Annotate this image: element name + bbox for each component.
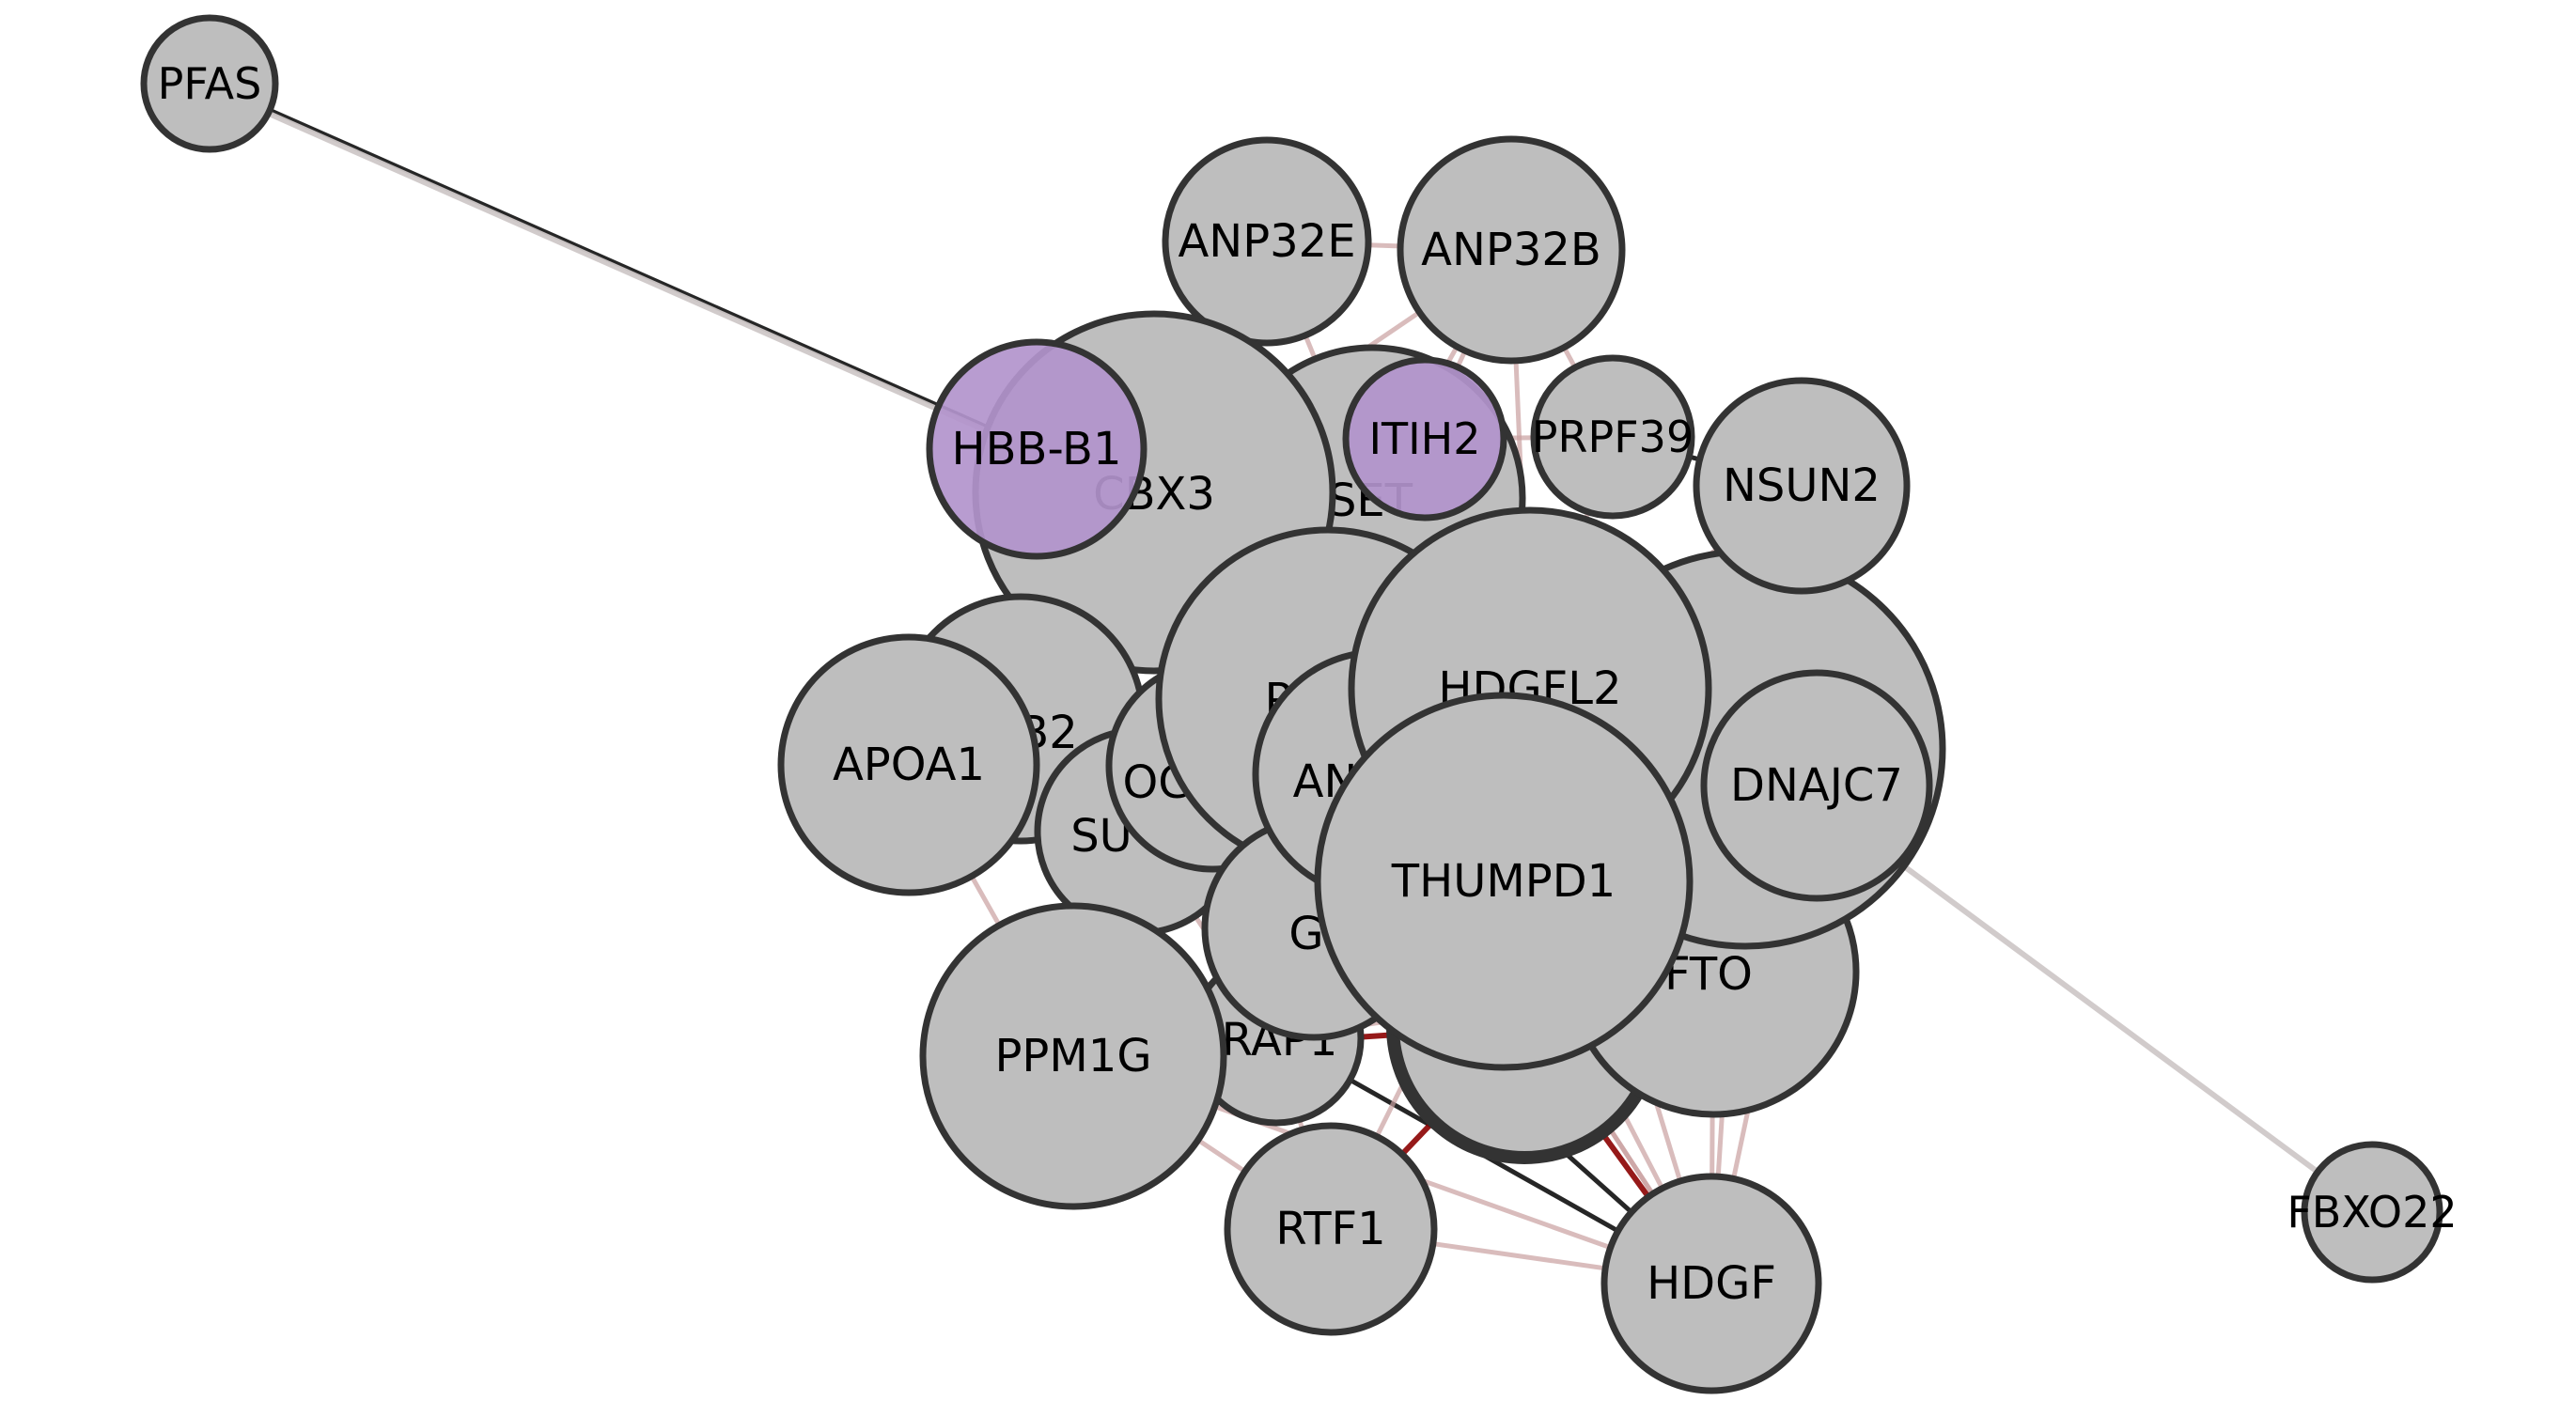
node-prpf39[interactable]: PRPF39: [1530, 354, 1695, 520]
node-circle-nsun2[interactable]: [1693, 377, 1911, 595]
node-fbxo22[interactable]: FBXO22: [2287, 1141, 2458, 1284]
node-circle-pfas[interactable]: [140, 14, 279, 153]
node-label-hdgf: HDGF: [1647, 1257, 1776, 1310]
node-thumpd1[interactable]: THUMPD1: [1314, 692, 1694, 1071]
node-label-fbxo22: FBXO22: [2287, 1187, 2457, 1238]
node-label-fto: FTO: [1664, 948, 1753, 1001]
node-circle-prpf39[interactable]: [1530, 354, 1695, 520]
node-label-prpf39: PRPF39: [1532, 412, 1694, 462]
node-label-pfas: PFAS: [158, 58, 262, 109]
node-nsun2[interactable]: NSUN2: [1693, 377, 1911, 595]
node-circle-thumpd1[interactable]: [1314, 692, 1694, 1071]
node-label-hbb-b1: HBB-B1: [951, 423, 1121, 475]
node-hdgf[interactable]: HDGF: [1600, 1173, 1822, 1394]
node-circle-rtf1[interactable]: [1224, 1122, 1438, 1336]
node-label-nsun2: NSUN2: [1723, 459, 1881, 512]
node-anp32b[interactable]: ANP32B: [1397, 135, 1626, 365]
node-circle-anp32e[interactable]: [1162, 136, 1372, 347]
node-anp32e[interactable]: ANP32E: [1162, 136, 1372, 347]
node-label-rtf1: RTF1: [1275, 1203, 1385, 1255]
node-ppm1g[interactable]: PPM1G: [919, 902, 1227, 1210]
node-label-anp32e: ANP32E: [1178, 215, 1355, 268]
node-label-ppm1g: PPM1G: [994, 1030, 1151, 1082]
node-circle-hbb-b1[interactable]: [926, 338, 1147, 560]
node-circle-itih2[interactable]: [1342, 356, 1507, 521]
node-label-anp32b: ANP32B: [1421, 224, 1601, 276]
node-hbb-b1[interactable]: HBB-B1: [926, 338, 1147, 560]
edge-pfas-hbb-b1: [207, 81, 1039, 452]
node-label-itih2: ITIH2: [1368, 413, 1480, 464]
node-pfas[interactable]: PFAS: [140, 14, 279, 153]
node-circle-fbxo22[interactable]: [2301, 1141, 2443, 1284]
node-circle-anp32b[interactable]: [1397, 135, 1626, 365]
node-label-thumpd1: THUMPD1: [1391, 855, 1616, 908]
node-label-dnajc7: DNAJC7: [1730, 759, 1903, 812]
node-label-apoa1: APOA1: [833, 739, 985, 791]
node-circle-dnajc7[interactable]: [1700, 669, 1933, 902]
edge-pfas-hbb-b1: [207, 85, 1039, 456]
node-circle-hdgf[interactable]: [1600, 1173, 1822, 1394]
node-rtf1[interactable]: RTF1: [1224, 1122, 1438, 1336]
node-dnajc7[interactable]: DNAJC7: [1700, 669, 1933, 902]
node-itih2[interactable]: ITIH2: [1342, 356, 1507, 521]
node-circle-apoa1[interactable]: [777, 633, 1040, 896]
node-apoa1[interactable]: APOA1: [777, 633, 1040, 896]
node-circle-ppm1g[interactable]: [919, 902, 1227, 1210]
